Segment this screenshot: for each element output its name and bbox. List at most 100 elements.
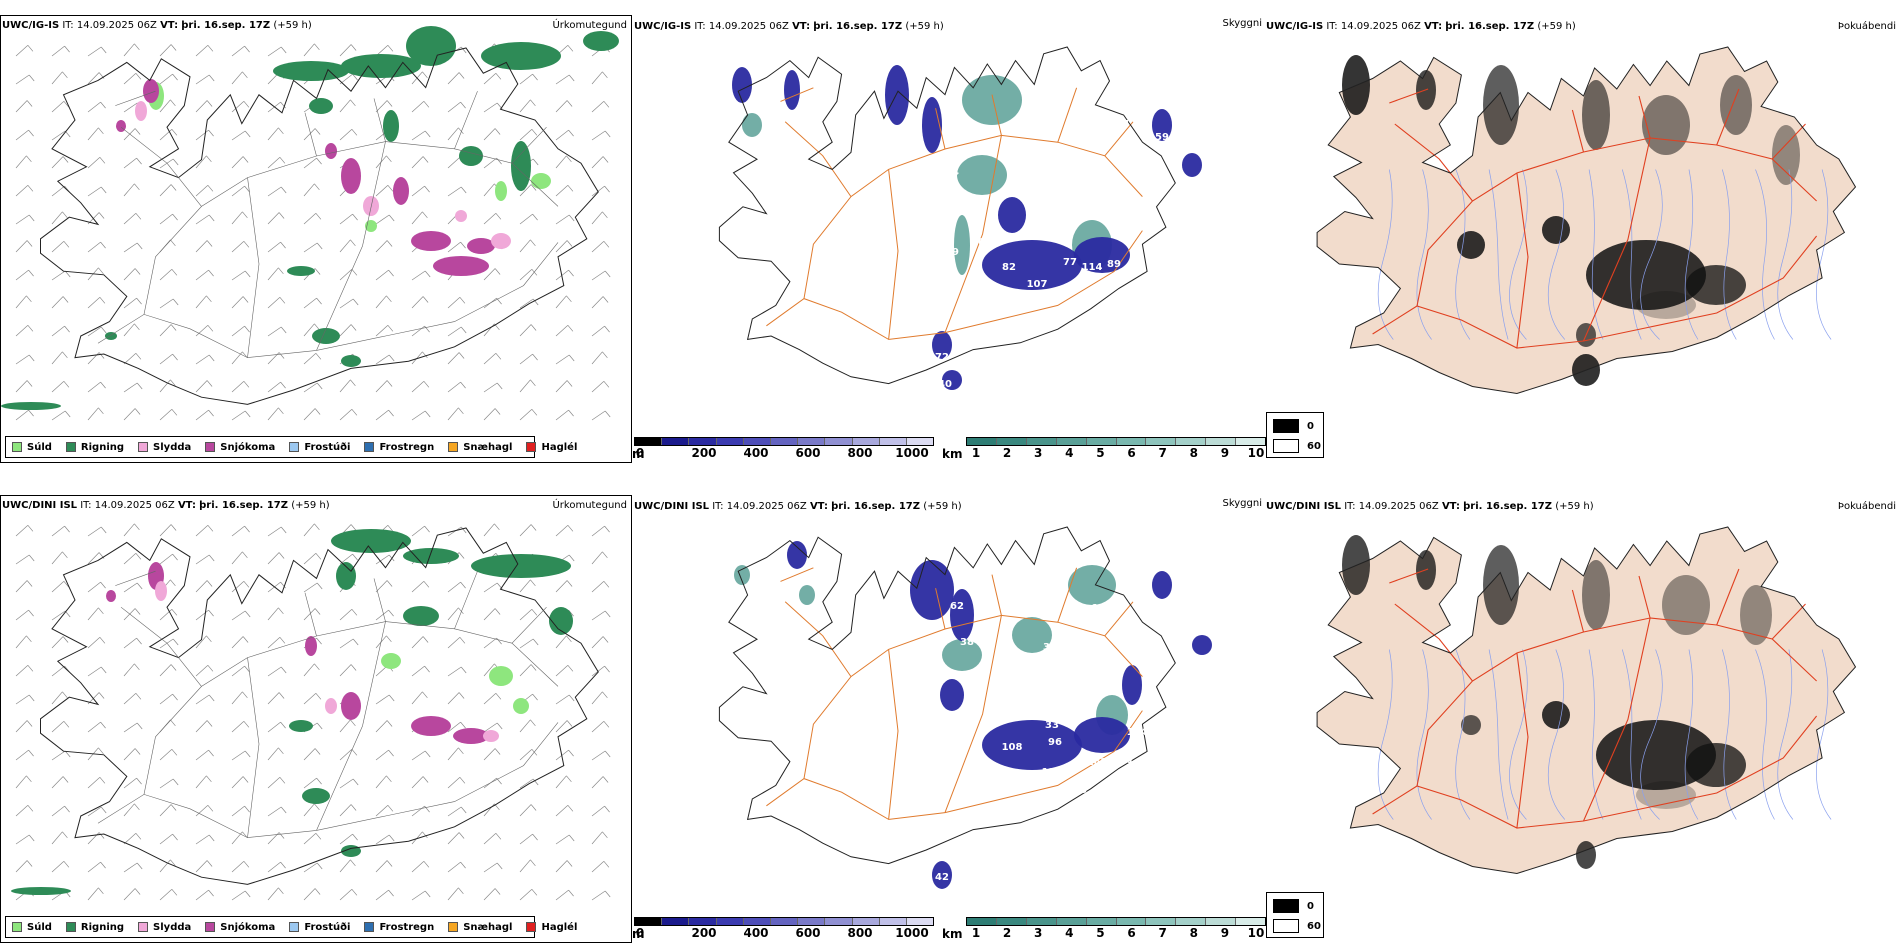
legend-item: Snæhagl [448, 442, 512, 453]
visibility-label: 84 [945, 167, 959, 178]
colorbar-cell [1146, 918, 1177, 925]
colorbar-tick: 9 [1220, 926, 1230, 940]
colorbar-cell [689, 918, 717, 925]
colorbar-tick: 800 [847, 926, 873, 940]
height-colorbar: 0 200 400 600 800 1000 m [632, 917, 934, 941]
visibility-colorbar: 1 2 3 4 5 6 7 8 9 10 km [942, 917, 1266, 941]
colorbar-cell [852, 918, 880, 925]
legend-item: Haglél [526, 922, 577, 933]
colorbar-cell [1176, 438, 1207, 445]
fog-swatch [1273, 439, 1299, 453]
cloud-areas [732, 65, 1202, 390]
precip-legend: Súld Rigning Slydda Snjókoma Frostúði Frostre… [5, 916, 577, 938]
roads [766, 567, 1143, 820]
visibility-label: 77 [1063, 257, 1077, 268]
visibility-label: 30 [1043, 642, 1057, 653]
colorbar-cell [1176, 918, 1207, 925]
precip-panel-row1: UWC/IG-IS IT: 14.09.2025 06Z VT: þri. 16… [0, 15, 632, 463]
precip-map [1, 26, 619, 421]
cloud-areas [734, 541, 1212, 889]
visibility-label: 84 [941, 723, 955, 734]
colorbar-cell [635, 918, 663, 925]
panel-title: Skyggni [1222, 18, 1262, 29]
visibility-label: 82 [1002, 262, 1016, 273]
legend-item: Rigning [65, 442, 124, 453]
colorbar-tick: 1000 [895, 926, 929, 940]
legend-label: Frostregn [379, 441, 435, 453]
legend-swatch [138, 922, 149, 932]
colorbar-cell [743, 918, 771, 925]
legend-item: Súld [12, 922, 52, 933]
panel-title: Þokuábendi [1837, 501, 1896, 512]
legend-item: Snjókoma [205, 442, 275, 453]
visibility-label: 74 [753, 91, 767, 102]
legend-item: Haglél [526, 442, 577, 453]
legend-swatch [12, 442, 22, 452]
colorbar-tick: 0 [635, 926, 645, 940]
fog-legend: 0 60 [1266, 412, 1324, 458]
colorbar-cell [879, 918, 907, 925]
legend-swatch [448, 442, 459, 452]
fog-areas [1342, 55, 1800, 386]
visibility-label: 72 [935, 352, 949, 363]
colorbar-tick: 600 [795, 926, 821, 940]
visibility-label: 162 [1087, 757, 1108, 768]
colorbar-tick: 4 [1065, 926, 1074, 940]
colorbar-cell [1086, 918, 1117, 925]
colorbar-tick: 1 [971, 926, 981, 940]
precip-areas [1, 26, 619, 410]
legend-item: Súld [12, 442, 52, 453]
roads [1372, 568, 1818, 829]
colorbar-cell [1116, 438, 1147, 445]
fog-legend: 0 60 [1266, 892, 1324, 938]
panel-title: Skyggni [1222, 498, 1262, 509]
colorbar-cell [879, 438, 907, 445]
colorbar-tick: 7 [1158, 446, 1167, 460]
legend-swatch [364, 922, 375, 932]
colorbar-cell [906, 918, 934, 925]
coastline [1316, 46, 1857, 395]
colorbar-tick: 5 [1096, 926, 1105, 940]
height-colorbar: 0 200 400 600 800 1000 m [632, 437, 934, 461]
colorbar-tick: 3 [1034, 446, 1043, 460]
colorbar-tick: 200 [691, 926, 717, 940]
legend-label: Frostregn [379, 921, 435, 933]
colorbar-cell [967, 918, 997, 925]
panel-header: UWC/IG-IS IT: 14.09.2025 06Z VT: þri. 16… [2, 20, 312, 31]
visibility-label: 42 [935, 872, 949, 883]
visibility-label: 158 [1042, 292, 1063, 303]
legend-swatch [65, 442, 76, 452]
colorbar-tick: 8 [1189, 446, 1198, 460]
cloud-panel-row1: UWC/IG-IS IT: 14.09.2025 06Z VT: þri. 16… [632, 15, 1266, 463]
wind-barbs [15, 43, 611, 421]
colorbar-cell [798, 438, 826, 445]
fog-legend-row: 60 [1273, 439, 1321, 453]
colorbar-cell [1056, 438, 1087, 445]
legend-label: Snjókoma [220, 921, 276, 933]
fog-legend-row: 0 [1273, 899, 1314, 913]
colorbar-cell [770, 918, 799, 925]
roads [1372, 88, 1818, 349]
legend-label: Haglél [541, 921, 578, 933]
visibility-label: 144 [1109, 119, 1130, 130]
visibility-label: 68 [902, 123, 916, 134]
colorbar-cell [1026, 438, 1057, 445]
legend-item: Rigning [65, 922, 124, 933]
coastline [40, 47, 599, 405]
fog-swatch [1273, 419, 1299, 433]
fog-legend-row: 60 [1273, 919, 1321, 933]
fog-panel-row1: UWC/IG-IS IT: 14.09.2025 06Z VT: þri. 16… [1266, 15, 1900, 463]
coastline [1316, 526, 1857, 875]
colorbar-tick: 200 [691, 446, 717, 460]
colorbar-tick: 3 [1034, 926, 1043, 940]
legend-swatch [138, 442, 149, 452]
visibility-label: 86 [971, 237, 985, 248]
colorbar-cell [1236, 918, 1266, 925]
colorbar-tick: 0 [635, 446, 645, 460]
fog-areas [1342, 535, 1772, 869]
colorbar-tick: 7 [1158, 926, 1167, 940]
fog-map [1316, 526, 1857, 875]
legend-label: Súld [27, 921, 52, 933]
visibility-label: 33 [1045, 720, 1059, 731]
panel-header: UWC/DINI ISL IT: 14.09.2025 06Z VT: þri.… [2, 500, 330, 511]
